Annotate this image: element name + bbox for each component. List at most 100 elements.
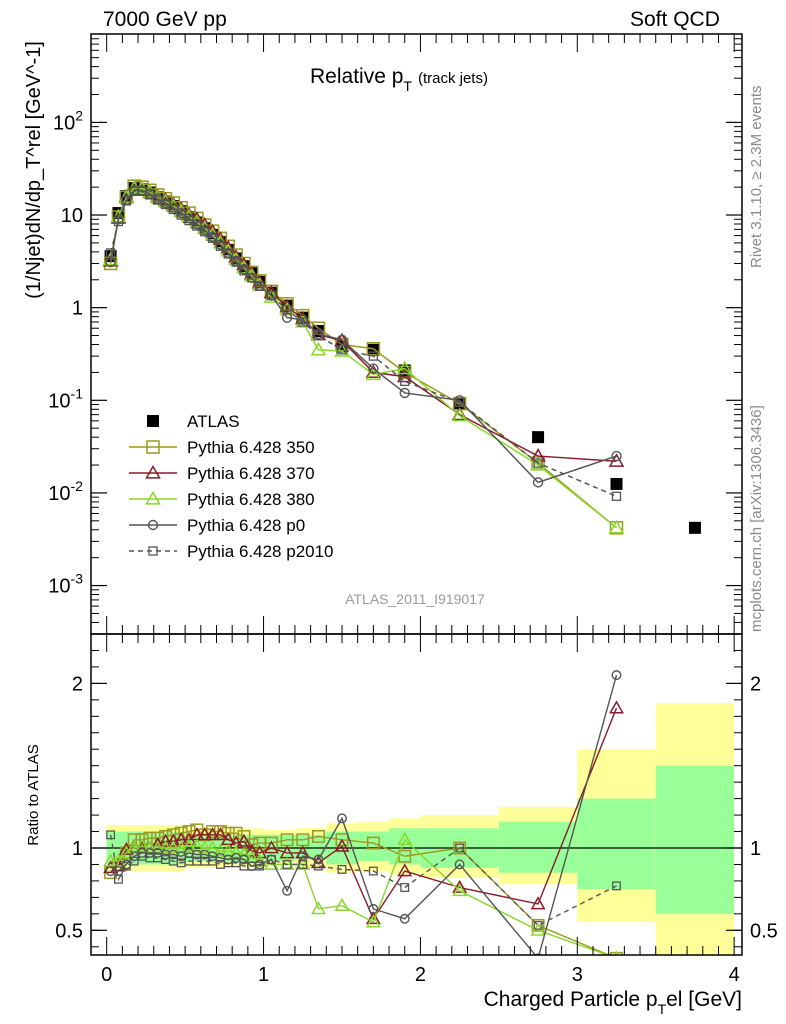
ratio-y-tick-label-right-2: 2 — [750, 673, 761, 695]
pythia-6-428-380-point-26 — [396, 360, 413, 375]
pythia-6-428-p2010-line — [109, 190, 617, 497]
pythia-6-428-370-ratio-point-27 — [452, 879, 468, 893]
atlas-point-29 — [610, 477, 623, 490]
pythia-6-428-380-ratio-point-7 — [158, 840, 173, 854]
pythia-6-428-p2010-point-10 — [184, 215, 194, 226]
pythia-6-428-p0-ratio-point-11 — [191, 849, 202, 860]
pythia-6-428-p2010-point-11 — [192, 221, 202, 231]
main-y-tick-label-0: 10-3 — [48, 571, 83, 598]
pythia-6-428-350-ratio-point-3 — [127, 833, 141, 847]
pythia-6-428-p0-point-0 — [105, 256, 116, 268]
title-main: Relative p — [310, 65, 403, 88]
x-label-unit: el [GeV] — [666, 988, 742, 1011]
pythia-6-428-p2010-point-13 — [207, 233, 218, 244]
legend-marker-pythia-6-428-350 — [146, 440, 160, 454]
ratio-plot-frame — [90, 633, 743, 956]
pythia-6-428-350-ratio-point-5 — [143, 831, 157, 845]
pythia-6-428-p2010-ratio-point-2 — [121, 861, 131, 871]
pythia-6-428-p2010-point-18 — [247, 273, 257, 283]
main-y-tick-label-1: 10-2 — [48, 478, 83, 505]
legend-label-pythia-6-428-370: Pythia 6.428 370 — [187, 464, 315, 483]
pythia-6-428-p2010-ratio-point-0 — [106, 830, 116, 840]
legend-marker-pythia-6-428-p2010 — [148, 546, 158, 556]
pythia-6-428-p2010-point-8 — [168, 204, 179, 215]
pythia-6-428-350-ratio-point-23 — [312, 830, 325, 843]
pythia-6-428-p2010-point-21 — [282, 305, 292, 315]
legend-label-pythia-6-428-350: Pythia 6.428 350 — [187, 438, 315, 457]
x-tick-label-3: 3 — [572, 964, 583, 986]
main-y-tick-label-3: 1 — [72, 298, 83, 320]
title-small: (track jets) — [418, 70, 488, 87]
legend-marker-pythia-6-428-370 — [145, 464, 161, 479]
pythia-6-428-p2010-ratio-point-21 — [282, 860, 292, 869]
pythia-6-428-370-ratio-point-24 — [334, 838, 350, 852]
ratio-band-inner-8 — [498, 821, 578, 873]
pythia-6-428-p0-point-29 — [611, 450, 622, 462]
ratio-y-tick-label-left-1: 1 — [72, 838, 83, 860]
pythia-6-428-380-point-23 — [310, 341, 327, 356]
pythia-6-428-p2010-ratio-point-27 — [455, 843, 465, 853]
pythia-6-428-380-point-28 — [530, 457, 546, 471]
legend-label-pythia-6-428-380: Pythia 6.428 380 — [187, 490, 315, 509]
pythia-6-428-350-ratio-point-24 — [335, 833, 349, 847]
pythia-6-428-p2010-ratio-point-19 — [255, 861, 265, 871]
pythia-6-428-p2010-point-26 — [400, 376, 410, 387]
ratio-band-inner-10 — [655, 765, 735, 914]
pythia-6-428-370-ratio-point-13 — [205, 827, 221, 841]
pythia-6-428-p2010-point-9 — [176, 210, 186, 220]
x-tick-label-4: 4 — [729, 964, 740, 986]
pythia-6-428-380-ratio-point-23 — [310, 901, 326, 915]
main-y-tick-label-5: 102 — [53, 107, 83, 134]
pythia-6-428-380-point-20 — [263, 289, 280, 303]
pythia-6-428-380-point-16 — [228, 251, 244, 266]
legend: ATLAS Pythia 6.428 350 Pythia 6.428 370 Pyt… — [129, 412, 334, 561]
axes: 10-3 10-2 10-1 1 10 102 0 1 2 3 4 0.5 0.5 1 1 2 2 — [48, 33, 778, 986]
atlas-point-28 — [532, 431, 545, 444]
ratio-y-tick-label-left-0: 0.5 — [55, 920, 83, 942]
x-tick-label-0: 0 — [101, 964, 112, 986]
pythia-6-428-350-ratio-point-16 — [229, 826, 243, 840]
pythia-6-428-p2010-ratio-point-23 — [314, 861, 323, 871]
legend-label-pythia-6-428-p2010: Pythia 6.428 p2010 — [187, 542, 334, 561]
pythia-6-428-380-ratio-point-27 — [452, 883, 468, 897]
pythia-6-428-p2010-point-24 — [337, 345, 347, 355]
pythia-6-428-380-point-29 — [608, 519, 625, 534]
pythia-6-428-p2010-point-12 — [200, 227, 210, 237]
pythia-6-428-p2010-point-7 — [160, 199, 171, 210]
pythia-6-428-370-ratio-point-28 — [530, 896, 546, 910]
pythia-6-428-p2010-point-0 — [105, 248, 116, 258]
pythia-6-428-p0-ratio-point-26 — [399, 913, 410, 924]
pythia-6-428-350-ratio-point-9 — [174, 826, 188, 840]
legend-marker-pythia-6-428-380 — [145, 490, 161, 505]
pythia-6-428-370-ratio-point-26 — [397, 863, 413, 877]
pythia-6-428-p0-ratio-point-25 — [368, 903, 379, 914]
pythia-6-428-p0-ratio-point-24 — [337, 813, 347, 824]
main-plot-series — [102, 179, 701, 535]
pythia-6-428-p2010-point-15 — [223, 249, 233, 259]
pythia-6-428-p0-ratio-point-29 — [611, 670, 622, 681]
pythia-6-428-380-ratio-point-24 — [334, 897, 350, 911]
x-axis-label: Charged Particle pTel [GeV] — [484, 988, 742, 1017]
main-y-tick-label-4: 10 — [61, 205, 83, 227]
pythia-6-428-p2010-ratio-point-1 — [114, 874, 123, 884]
pythia-6-428-p0-point-28 — [532, 477, 544, 488]
x-tick-label-2: 2 — [415, 964, 426, 986]
pythia-6-428-p2010-ratio-point-26 — [400, 883, 410, 892]
pythia-6-428-370-ratio-point-25 — [365, 911, 381, 925]
pythia-6-428-p2010-point-19 — [254, 281, 265, 291]
pythia-6-428-380-ratio-point-14 — [212, 843, 228, 857]
pythia-6-428-p2010-point-5 — [145, 190, 155, 200]
legend-label-pythia-6-428-p0: Pythia 6.428 p0 — [187, 516, 305, 535]
pythia-6-428-p2010-ratio-point-29 — [612, 881, 621, 891]
pythia-6-428-380-ratio-point-26 — [397, 832, 413, 846]
y-axis-label-ratio: Ratio to ATLAS — [25, 744, 42, 845]
title-sub: T — [403, 78, 412, 94]
pythia-6-428-p2010-point-17 — [239, 266, 249, 276]
pythia-6-428-p2010-ratio-point-22 — [298, 860, 308, 869]
ratio-y-tick-label-right-1: 1 — [750, 838, 761, 860]
pythia-6-428-370-ratio-point-17 — [236, 833, 252, 847]
pythia-6-428-p2010-point-27 — [454, 397, 465, 408]
pythia-6-428-p2010-ratio-point-28 — [533, 920, 543, 930]
pythia-6-428-380-ratio-point-25 — [365, 914, 381, 928]
